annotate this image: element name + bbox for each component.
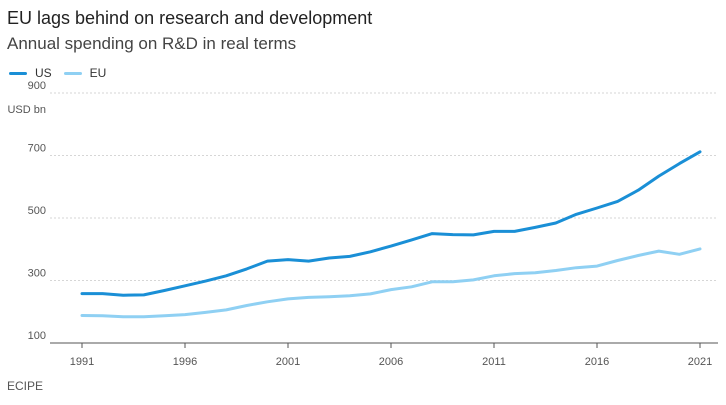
series-line-us bbox=[80, 150, 702, 297]
legend-item-eu: EU bbox=[63, 66, 107, 80]
legend-item-us: US bbox=[9, 66, 52, 80]
legend-swatch-eu bbox=[63, 71, 82, 75]
legend-label-eu: EU bbox=[89, 66, 107, 80]
x-tick-label: 2021 bbox=[688, 356, 712, 368]
chart-subtitle: Annual spending on R&D in real terms bbox=[7, 34, 297, 53]
legend-swatch-us bbox=[9, 71, 27, 75]
x-tick-label: 2011 bbox=[482, 356, 506, 368]
y-tick-label: 700 bbox=[28, 143, 46, 155]
x-tick-label: 2016 bbox=[585, 356, 609, 368]
y-tick-label: 500 bbox=[28, 205, 46, 217]
y-axis-label: USD bn bbox=[7, 104, 46, 116]
source-label: ECIPE bbox=[7, 379, 44, 393]
x-tick-label: 2001 bbox=[276, 356, 300, 368]
x-tick-label: 2006 bbox=[379, 356, 403, 368]
series-line-eu bbox=[80, 247, 702, 319]
legend-label-us: US bbox=[35, 66, 52, 80]
y-tick-label: 900 bbox=[28, 80, 46, 92]
chart-title: EU lags behind on research and developme… bbox=[7, 8, 373, 28]
y-tick-label: 300 bbox=[28, 268, 46, 280]
y-tick-label: 100 bbox=[28, 330, 46, 342]
x-tick-label: 1991 bbox=[70, 356, 94, 368]
legend: US EU bbox=[9, 66, 118, 80]
x-tick-label: 1996 bbox=[173, 356, 197, 368]
